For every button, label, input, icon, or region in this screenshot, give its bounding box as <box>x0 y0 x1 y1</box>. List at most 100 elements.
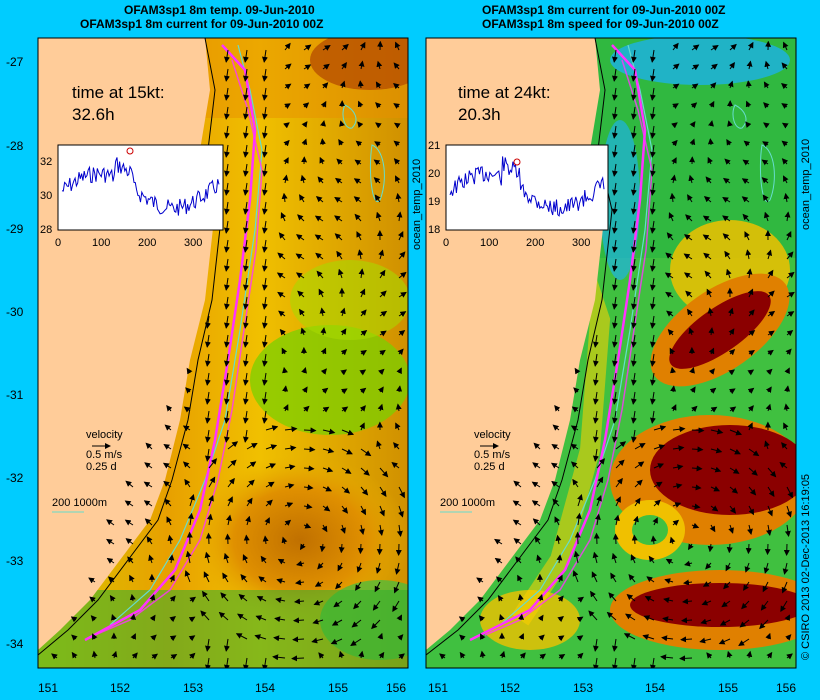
current-vector <box>242 277 249 291</box>
right-depth-legend: 200 1000m <box>440 497 495 509</box>
current-vector <box>614 514 620 526</box>
current-vector <box>169 574 175 583</box>
right-inset-ytick: 18 <box>428 224 440 236</box>
current-vector <box>167 534 174 545</box>
right-inset-xtick: 0 <box>443 237 449 249</box>
current-vector <box>708 120 714 127</box>
current-vector <box>170 653 178 660</box>
current-vector <box>186 367 193 375</box>
current-vector <box>764 60 771 70</box>
current-vector <box>689 386 696 394</box>
current-vector <box>284 63 292 70</box>
current-vector <box>336 250 343 260</box>
current-vector <box>274 616 286 623</box>
current-vector <box>537 614 544 622</box>
current-vector <box>396 211 403 222</box>
right-eddy-core <box>650 425 796 515</box>
current-vector <box>643 615 655 621</box>
current-vector <box>376 60 383 70</box>
current-vector <box>726 139 732 146</box>
current-vector <box>689 367 695 374</box>
current-vector <box>334 233 343 241</box>
current-vector <box>683 253 693 260</box>
current-vector <box>748 448 760 457</box>
current-vector <box>394 41 401 51</box>
current-vector <box>312 618 324 625</box>
lon-tick: 153 <box>573 681 593 695</box>
current-vector <box>371 619 381 630</box>
current-vector <box>319 156 325 165</box>
current-vector <box>337 562 344 572</box>
current-vector <box>783 192 790 203</box>
current-vector <box>644 596 655 602</box>
current-vector <box>261 353 268 367</box>
current-vector <box>683 234 693 241</box>
current-vector <box>783 422 789 431</box>
current-vector <box>243 534 250 545</box>
current-vector <box>357 121 364 128</box>
current-vector <box>459 651 466 659</box>
current-vector <box>164 424 172 431</box>
current-vector <box>292 636 305 643</box>
current-vector <box>302 102 310 109</box>
current-vector <box>611 201 618 215</box>
current-vector <box>630 106 637 120</box>
current-vector <box>710 428 724 435</box>
current-vector <box>688 327 695 336</box>
current-vector <box>781 140 789 147</box>
current-vector <box>374 141 381 148</box>
current-vector <box>649 315 656 329</box>
current-vector <box>261 410 268 424</box>
current-vector <box>146 536 153 545</box>
current-vector <box>303 64 312 71</box>
current-vector <box>127 556 134 564</box>
current-vector <box>354 213 362 222</box>
current-vector <box>149 593 156 602</box>
current-vector <box>705 562 712 570</box>
current-vector <box>188 616 196 623</box>
current-vector <box>340 524 346 534</box>
current-vector <box>642 634 655 640</box>
current-vector <box>375 211 382 222</box>
current-vector <box>163 480 172 488</box>
current-vector <box>393 122 401 129</box>
current-vector <box>536 554 542 564</box>
current-vector <box>726 650 733 659</box>
current-vector <box>628 574 636 583</box>
current-vector <box>590 590 598 602</box>
current-vector <box>576 616 584 623</box>
current-vector <box>341 448 353 455</box>
current-vector <box>397 230 404 241</box>
current-vector <box>631 534 638 545</box>
current-vector <box>378 651 385 659</box>
current-vector <box>223 49 230 63</box>
current-vector <box>227 477 235 488</box>
left-velocity-label: velocity <box>86 429 123 441</box>
current-vector <box>707 543 714 553</box>
current-vector <box>284 445 297 452</box>
current-vector <box>185 550 192 564</box>
current-vector <box>125 480 134 488</box>
current-vector <box>353 196 362 203</box>
current-vector <box>612 533 619 545</box>
current-vector <box>592 353 599 367</box>
current-vector <box>107 576 115 583</box>
current-vector <box>223 552 230 564</box>
current-vector <box>359 524 365 535</box>
current-vector <box>649 163 656 177</box>
current-vector <box>495 576 503 583</box>
current-vector <box>615 441 627 450</box>
current-vector <box>681 617 693 624</box>
current-vector <box>245 515 251 526</box>
current-vector <box>265 425 279 431</box>
current-vector <box>765 386 772 394</box>
current-vector <box>204 372 211 386</box>
current-vector <box>786 311 795 317</box>
current-vector <box>315 196 324 203</box>
current-vector <box>166 516 172 526</box>
current-vector <box>283 139 290 147</box>
current-vector <box>766 249 773 260</box>
current-vector <box>611 220 618 234</box>
current-vector <box>184 570 191 583</box>
current-vector <box>71 651 78 659</box>
